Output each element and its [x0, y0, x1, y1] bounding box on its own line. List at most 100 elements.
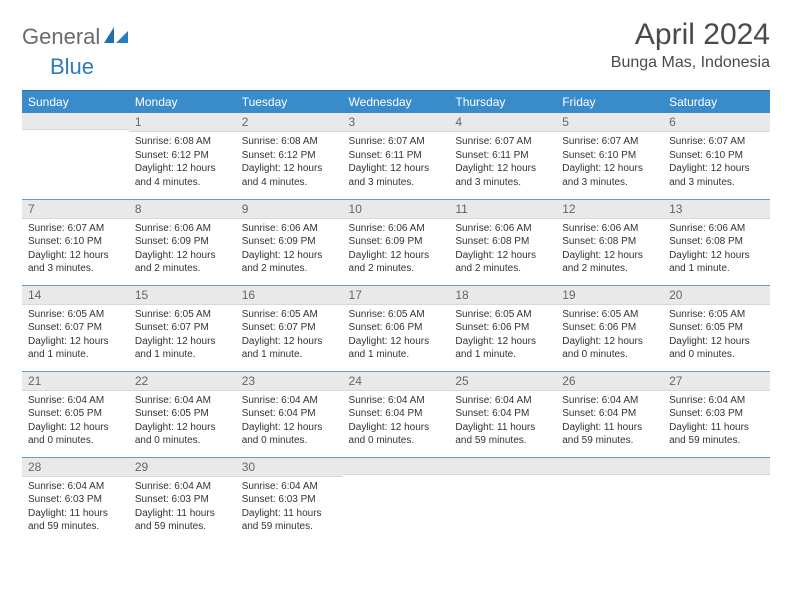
day-details: Sunrise: 6:04 AMSunset: 6:04 PMDaylight:…: [236, 391, 343, 452]
sunset-text: Sunset: 6:03 PM: [28, 493, 123, 507]
day-details: Sunrise: 6:06 AMSunset: 6:09 PMDaylight:…: [236, 219, 343, 280]
calendar-day-cell: 22Sunrise: 6:04 AMSunset: 6:05 PMDayligh…: [129, 371, 236, 457]
sunrise-text: Sunrise: 6:04 AM: [562, 394, 657, 408]
sunset-text: Sunset: 6:08 PM: [562, 235, 657, 249]
daylight-text: Daylight: 11 hours and 59 minutes.: [242, 507, 337, 534]
daylight-text: Daylight: 12 hours and 0 minutes.: [28, 421, 123, 448]
sunset-text: Sunset: 6:05 PM: [28, 407, 123, 421]
calendar-day-cell: 13Sunrise: 6:06 AMSunset: 6:08 PMDayligh…: [663, 199, 770, 285]
calendar-day-cell: 16Sunrise: 6:05 AMSunset: 6:07 PMDayligh…: [236, 285, 343, 371]
day-number: 26: [556, 372, 663, 391]
daylight-text: Daylight: 12 hours and 3 minutes.: [455, 162, 550, 189]
weekday-header: Sunday: [22, 91, 129, 114]
day-number: 19: [556, 286, 663, 305]
sunrise-text: Sunrise: 6:05 AM: [28, 308, 123, 322]
day-number: [449, 458, 556, 475]
calendar-day-cell: 14Sunrise: 6:05 AMSunset: 6:07 PMDayligh…: [22, 285, 129, 371]
day-number: 2: [236, 113, 343, 132]
daylight-text: Daylight: 12 hours and 0 minutes.: [562, 335, 657, 362]
daylight-text: Daylight: 11 hours and 59 minutes.: [28, 507, 123, 534]
daylight-text: Daylight: 11 hours and 59 minutes.: [135, 507, 230, 534]
calendar-day-cell: 15Sunrise: 6:05 AMSunset: 6:07 PMDayligh…: [129, 285, 236, 371]
calendar-day-cell: 21Sunrise: 6:04 AMSunset: 6:05 PMDayligh…: [22, 371, 129, 457]
daylight-text: Daylight: 12 hours and 4 minutes.: [135, 162, 230, 189]
day-details: Sunrise: 6:08 AMSunset: 6:12 PMDaylight:…: [236, 132, 343, 193]
calendar-day-cell: 9Sunrise: 6:06 AMSunset: 6:09 PMDaylight…: [236, 199, 343, 285]
calendar-day-cell: 18Sunrise: 6:05 AMSunset: 6:06 PMDayligh…: [449, 285, 556, 371]
sunrise-text: Sunrise: 6:04 AM: [28, 480, 123, 494]
sunset-text: Sunset: 6:03 PM: [669, 407, 764, 421]
calendar-day-cell: 29Sunrise: 6:04 AMSunset: 6:03 PMDayligh…: [129, 457, 236, 543]
sunset-text: Sunset: 6:12 PM: [242, 149, 337, 163]
calendar-day-cell: 25Sunrise: 6:04 AMSunset: 6:04 PMDayligh…: [449, 371, 556, 457]
sunrise-text: Sunrise: 6:07 AM: [562, 135, 657, 149]
brand-sail-icon: [104, 25, 130, 50]
sunrise-text: Sunrise: 6:08 AM: [135, 135, 230, 149]
sunset-text: Sunset: 6:06 PM: [349, 321, 444, 335]
day-details: Sunrise: 6:06 AMSunset: 6:09 PMDaylight:…: [129, 219, 236, 280]
sunset-text: Sunset: 6:11 PM: [455, 149, 550, 163]
day-number: 14: [22, 286, 129, 305]
day-number: 30: [236, 458, 343, 477]
day-number: 13: [663, 200, 770, 219]
daylight-text: Daylight: 12 hours and 3 minutes.: [349, 162, 444, 189]
sunrise-text: Sunrise: 6:04 AM: [135, 394, 230, 408]
daylight-text: Daylight: 12 hours and 0 minutes.: [669, 335, 764, 362]
day-details: Sunrise: 6:05 AMSunset: 6:07 PMDaylight:…: [22, 305, 129, 366]
day-details: Sunrise: 6:06 AMSunset: 6:09 PMDaylight:…: [343, 219, 450, 280]
sunrise-text: Sunrise: 6:04 AM: [669, 394, 764, 408]
sunrise-text: Sunrise: 6:07 AM: [455, 135, 550, 149]
sunrise-text: Sunrise: 6:04 AM: [28, 394, 123, 408]
day-details: Sunrise: 6:04 AMSunset: 6:05 PMDaylight:…: [22, 391, 129, 452]
sunrise-text: Sunrise: 6:07 AM: [28, 222, 123, 236]
daylight-text: Daylight: 12 hours and 1 minute.: [242, 335, 337, 362]
day-number: 10: [343, 200, 450, 219]
sunrise-text: Sunrise: 6:05 AM: [135, 308, 230, 322]
day-number: 6: [663, 113, 770, 132]
sunset-text: Sunset: 6:04 PM: [455, 407, 550, 421]
day-number: 5: [556, 113, 663, 132]
calendar-day-cell: 27Sunrise: 6:04 AMSunset: 6:03 PMDayligh…: [663, 371, 770, 457]
daylight-text: Daylight: 12 hours and 3 minutes.: [669, 162, 764, 189]
sunrise-text: Sunrise: 6:04 AM: [242, 394, 337, 408]
calendar-day-cell: 8Sunrise: 6:06 AMSunset: 6:09 PMDaylight…: [129, 199, 236, 285]
sunset-text: Sunset: 6:11 PM: [349, 149, 444, 163]
day-details: Sunrise: 6:04 AMSunset: 6:05 PMDaylight:…: [129, 391, 236, 452]
daylight-text: Daylight: 12 hours and 0 minutes.: [242, 421, 337, 448]
brand-part1: General: [22, 24, 100, 50]
sunset-text: Sunset: 6:04 PM: [242, 407, 337, 421]
day-number: 25: [449, 372, 556, 391]
sunrise-text: Sunrise: 6:06 AM: [562, 222, 657, 236]
day-number: 17: [343, 286, 450, 305]
day-details: Sunrise: 6:05 AMSunset: 6:07 PMDaylight:…: [129, 305, 236, 366]
calendar-day-cell: 10Sunrise: 6:06 AMSunset: 6:09 PMDayligh…: [343, 199, 450, 285]
day-number: [556, 458, 663, 475]
sunrise-text: Sunrise: 6:06 AM: [135, 222, 230, 236]
day-number: 8: [129, 200, 236, 219]
sunrise-text: Sunrise: 6:04 AM: [349, 394, 444, 408]
day-details: Sunrise: 6:07 AMSunset: 6:10 PMDaylight:…: [663, 132, 770, 193]
sunrise-text: Sunrise: 6:05 AM: [669, 308, 764, 322]
sunset-text: Sunset: 6:05 PM: [135, 407, 230, 421]
calendar-week-row: 28Sunrise: 6:04 AMSunset: 6:03 PMDayligh…: [22, 457, 770, 543]
daylight-text: Daylight: 12 hours and 2 minutes.: [562, 249, 657, 276]
calendar-day-cell: 7Sunrise: 6:07 AMSunset: 6:10 PMDaylight…: [22, 199, 129, 285]
sunrise-text: Sunrise: 6:06 AM: [455, 222, 550, 236]
day-details: Sunrise: 6:04 AMSunset: 6:04 PMDaylight:…: [556, 391, 663, 452]
weekday-header: Friday: [556, 91, 663, 114]
day-details: Sunrise: 6:05 AMSunset: 6:06 PMDaylight:…: [556, 305, 663, 366]
day-number: 1: [129, 113, 236, 132]
day-number: 18: [449, 286, 556, 305]
day-number: 29: [129, 458, 236, 477]
day-number: 4: [449, 113, 556, 132]
brand-logo: General: [22, 24, 132, 50]
calendar-day-cell: [343, 457, 450, 543]
sunset-text: Sunset: 6:06 PM: [455, 321, 550, 335]
sunrise-text: Sunrise: 6:08 AM: [242, 135, 337, 149]
sunset-text: Sunset: 6:03 PM: [135, 493, 230, 507]
day-number: 23: [236, 372, 343, 391]
calendar-week-row: 1Sunrise: 6:08 AMSunset: 6:12 PMDaylight…: [22, 113, 770, 199]
day-details: Sunrise: 6:06 AMSunset: 6:08 PMDaylight:…: [449, 219, 556, 280]
day-number: 21: [22, 372, 129, 391]
sunrise-text: Sunrise: 6:07 AM: [349, 135, 444, 149]
